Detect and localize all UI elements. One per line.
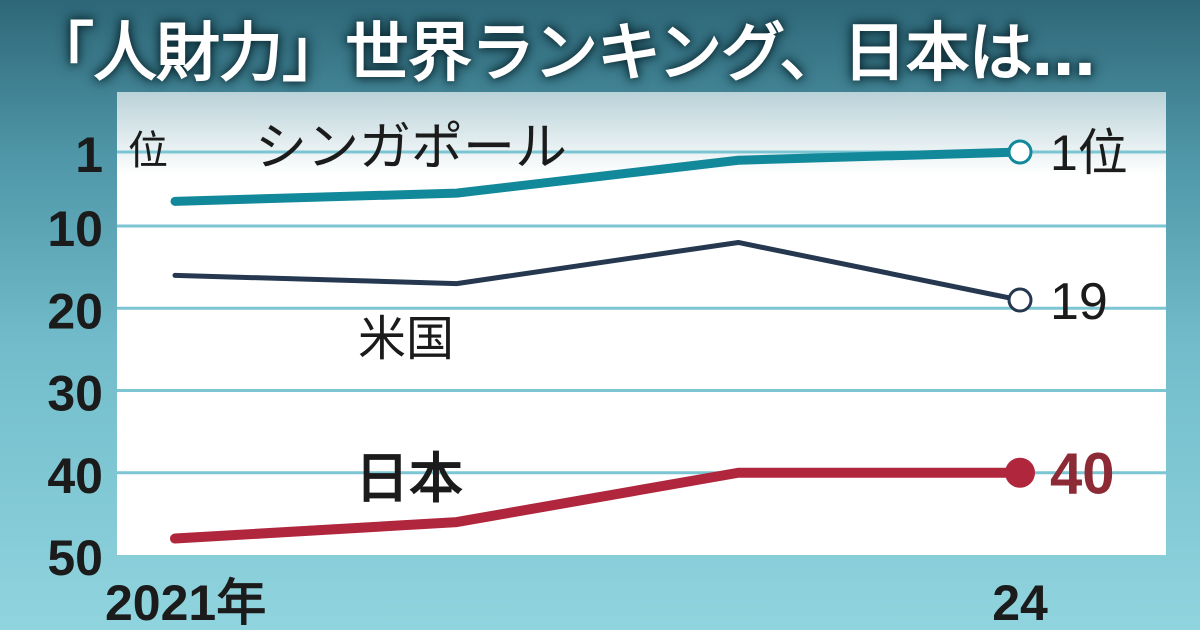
- y-tick-label: 1: [75, 127, 103, 183]
- x-tick-label: 2021年: [105, 575, 266, 630]
- chart-title: 「人財力」世界ランキング、日本は…: [30, 17, 1096, 91]
- y-tick-label: 10: [47, 201, 103, 257]
- series-name-label: シンガポール: [255, 118, 567, 178]
- y-tick-label: 40: [47, 448, 103, 504]
- y-tick-label: 20: [47, 283, 103, 339]
- y-tick-label: 50: [47, 530, 103, 586]
- series-name-label: 日本: [355, 447, 463, 510]
- series-line-2: [170, 467, 1025, 544]
- x-tick-label: 24: [992, 575, 1048, 630]
- series-name-label: 米国: [358, 311, 454, 367]
- series-line-1: [172, 239, 1023, 303]
- series-line-0: [170, 147, 1025, 206]
- y-tick-label: 30: [47, 366, 103, 422]
- data-point-marker: [1005, 457, 1035, 488]
- data-point-marker: [1007, 139, 1033, 165]
- data-point-marker: [1007, 287, 1033, 313]
- y-unit-label: 位: [128, 128, 168, 174]
- end-value-label: 1位: [1050, 125, 1128, 181]
- end-value-label: 40: [1050, 442, 1115, 507]
- end-value-label: 19: [1050, 273, 1108, 331]
